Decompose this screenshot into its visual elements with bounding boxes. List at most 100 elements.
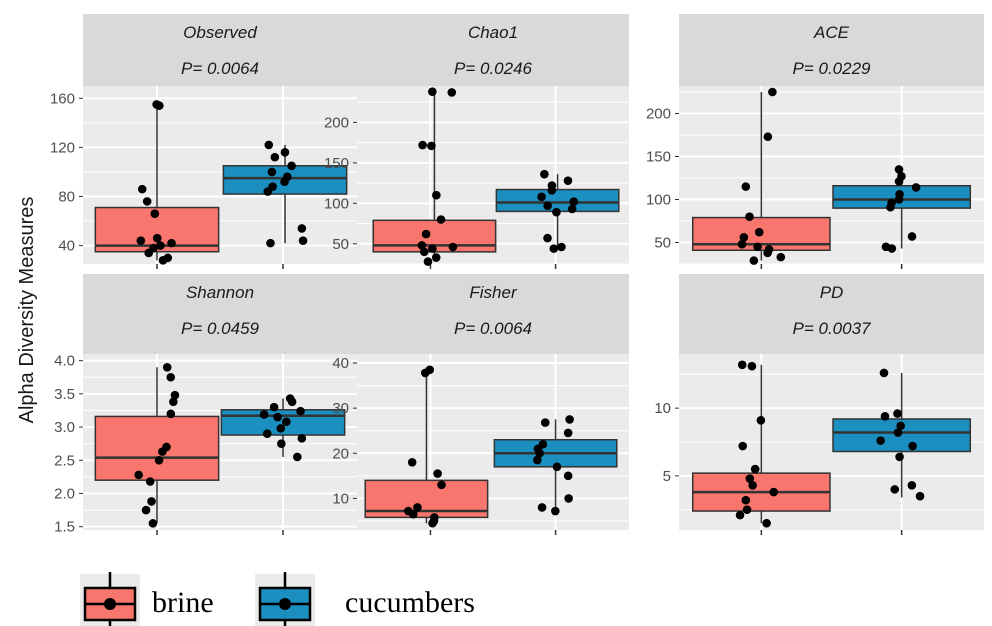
box-brine: [691, 87, 831, 265]
legend-label-cucumbers: cucumbers: [345, 586, 475, 619]
data-point: [152, 233, 162, 243]
data-point: [418, 140, 427, 150]
data-point: [876, 436, 885, 445]
facet-title: ACE: [813, 23, 850, 42]
y-tick-label: 100: [324, 195, 349, 212]
legend-key-brine: [80, 572, 140, 626]
data-point: [287, 397, 297, 407]
y-tick-label: 150: [646, 149, 671, 166]
data-point: [543, 233, 552, 243]
data-point: [408, 509, 418, 519]
data-point: [742, 505, 752, 514]
data-point: [277, 439, 286, 448]
data-point: [886, 202, 895, 212]
legend-key-point: [279, 598, 291, 610]
data-point: [565, 415, 574, 424]
facet-pvalue: P= 0.0064: [181, 59, 259, 78]
box-brine: [372, 87, 497, 266]
facet-shannon: Shannon P= 0.0459 1.5 2.0 2.5 3.0 3.5 4.0: [54, 274, 357, 536]
facet-pvalue: P= 0.0246: [454, 59, 533, 78]
legend-key-point: [104, 598, 116, 610]
legend: brine cucumbers: [55, 560, 475, 626]
data-point: [156, 241, 165, 250]
y-tick-label: 80: [58, 188, 75, 205]
data-point: [262, 429, 272, 438]
facet-pvalue: P= 0.0459: [181, 319, 260, 338]
box-cucumbers: [220, 394, 346, 462]
facet-pvalue: P= 0.0037: [793, 319, 872, 338]
data-point: [745, 474, 755, 483]
data-point: [540, 169, 549, 179]
data-point: [148, 519, 158, 528]
data-point: [147, 497, 156, 506]
data-point: [735, 510, 745, 520]
data-point: [267, 167, 277, 177]
y-tick-label: 3.5: [54, 386, 75, 403]
data-point: [741, 182, 751, 191]
data-point: [750, 464, 760, 474]
data-point: [296, 406, 305, 416]
data-point: [756, 416, 766, 425]
data-point: [564, 494, 573, 503]
y-axis-title: Alpha Diversity Measures: [16, 197, 38, 424]
facet-title: Fisher: [469, 283, 518, 302]
data-point: [431, 253, 441, 262]
y-tick-label: 100: [646, 192, 671, 209]
data-point: [893, 428, 903, 437]
facet-title: Shannon: [186, 283, 254, 302]
facet-strip: [357, 274, 629, 354]
data-point: [420, 368, 430, 378]
data-point: [263, 187, 273, 196]
data-point: [547, 186, 557, 195]
data-point: [158, 447, 167, 456]
data-point: [747, 361, 757, 371]
data-point: [549, 244, 559, 253]
y-tick-label: 40: [58, 238, 75, 255]
data-point: [145, 477, 155, 486]
data-point: [158, 256, 168, 265]
data-point: [537, 503, 547, 512]
data-point: [563, 176, 573, 185]
data-point: [763, 248, 772, 258]
data-point: [169, 397, 178, 407]
data-point: [428, 244, 437, 253]
y-tick-label: 30: [332, 400, 349, 417]
data-point: [776, 252, 786, 262]
facet-title: Observed: [183, 23, 257, 42]
data-point: [540, 418, 550, 427]
data-point: [879, 368, 889, 378]
facet-panels: Observed P= 0.0064 40 80 120 160 Chao1 P= 0.024…: [50, 14, 984, 536]
data-point: [162, 362, 172, 372]
data-point: [166, 409, 176, 419]
data-point: [259, 410, 269, 419]
facet-strip: [83, 14, 357, 86]
data-point: [741, 495, 751, 505]
data-point: [907, 232, 917, 241]
data-point: [552, 207, 561, 217]
data-point: [141, 505, 151, 515]
y-tick-label: 200: [324, 114, 349, 131]
y-tick-label: 2.5: [54, 452, 75, 469]
data-point: [273, 412, 282, 422]
data-point: [269, 402, 279, 412]
facet-fisher: Fisher P= 0.0064 10 20 30 40: [332, 274, 629, 535]
data-point: [895, 452, 904, 462]
data-point: [298, 236, 308, 245]
data-point: [768, 87, 777, 97]
data-point: [137, 184, 147, 194]
data-point: [433, 469, 442, 478]
data-point: [297, 224, 307, 233]
data-point: [166, 372, 176, 382]
data-point: [266, 238, 275, 248]
data-point: [535, 448, 544, 458]
data-point: [428, 87, 437, 96]
data-point: [737, 360, 747, 370]
data-point: [276, 424, 286, 433]
data-point: [563, 428, 573, 438]
data-point: [567, 204, 577, 214]
data-point: [753, 242, 762, 252]
data-point: [448, 242, 458, 252]
facet-strip: [679, 274, 984, 354]
y-tick-label: 4.0: [54, 353, 75, 370]
